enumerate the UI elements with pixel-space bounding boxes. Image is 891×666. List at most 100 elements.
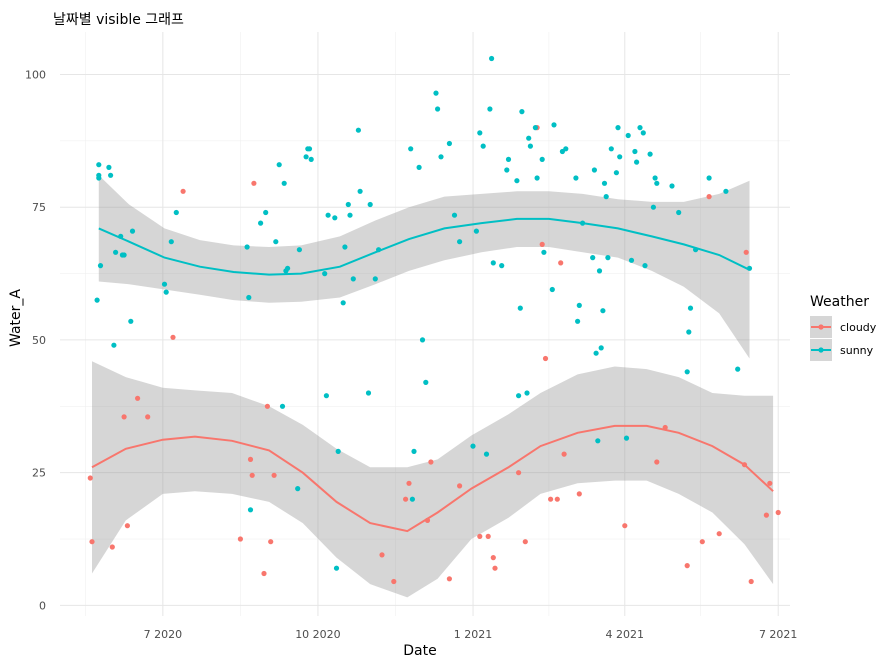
point-sunny [693, 247, 699, 253]
point-sunny [96, 162, 102, 168]
x-tick-label: 4 2021 [606, 628, 645, 641]
point-sunny [473, 228, 479, 234]
point-sunny [687, 305, 694, 311]
point-sunny [517, 305, 523, 311]
point-cloudy [406, 480, 412, 486]
point-sunny [596, 268, 603, 274]
point-cloudy [492, 565, 498, 571]
point-sunny [576, 302, 582, 308]
point-cloudy [446, 576, 452, 582]
chart-title: 날짜별 visible 그래프 [53, 12, 184, 28]
point-sunny [483, 451, 490, 457]
point-sunny [342, 244, 348, 250]
point-sunny [419, 337, 426, 343]
point-sunny [575, 318, 581, 324]
point-cloudy [516, 470, 522, 476]
point-cloudy [767, 480, 773, 486]
point-cloudy [124, 523, 130, 529]
point-cloudy [706, 194, 712, 200]
point-cloudy [237, 536, 243, 542]
point-sunny [325, 212, 331, 218]
point-cloudy [576, 491, 582, 497]
point-sunny [457, 239, 463, 245]
point-sunny [603, 194, 609, 200]
point-cloudy [268, 539, 274, 545]
point-sunny [615, 125, 621, 131]
point-cloudy [264, 403, 270, 409]
point-sunny [113, 249, 119, 255]
legend-title: Weather [810, 294, 869, 310]
x-tick-label: 7 2020 [144, 628, 183, 641]
point-sunny [735, 366, 741, 372]
point-sunny [527, 143, 534, 149]
point-cloudy [145, 414, 151, 420]
point-cloudy [121, 414, 127, 420]
point-sunny [258, 220, 264, 226]
point-sunny [593, 350, 599, 356]
point-sunny [632, 148, 638, 155]
point-sunny [519, 109, 525, 115]
point-sunny [600, 308, 606, 314]
point-sunny [451, 212, 458, 218]
point-sunny [477, 130, 483, 136]
point-cloudy [89, 539, 95, 545]
smooth-line-sunny [98, 217, 750, 276]
point-sunny [617, 154, 623, 160]
x-tick-label: 7 2021 [759, 628, 798, 641]
point-sunny [108, 172, 114, 178]
smooth-line-cloudy [91, 424, 774, 533]
point-sunny [595, 438, 601, 444]
point-sunny [684, 369, 690, 375]
point-sunny [489, 55, 495, 62]
point-cloudy [548, 496, 554, 502]
point-sunny [499, 263, 505, 269]
data-points [87, 55, 781, 585]
x-tick-label: 1 2021 [454, 628, 493, 641]
point-sunny [332, 215, 338, 221]
point-sunny [276, 162, 282, 168]
point-cloudy [271, 472, 277, 478]
point-sunny [487, 106, 493, 112]
point-sunny [376, 247, 382, 253]
point-sunny [106, 164, 112, 170]
point-cloudy [485, 533, 491, 540]
point-cloudy [261, 570, 267, 577]
point-sunny [121, 252, 127, 258]
confidence-bands [92, 175, 774, 598]
point-sunny [532, 125, 539, 131]
point-sunny [372, 276, 378, 282]
point-cloudy [135, 395, 141, 401]
point-sunny [308, 156, 314, 162]
point-sunny [504, 167, 510, 173]
legend-key-point-sunny [818, 347, 824, 353]
x-tick-label: 10 2020 [295, 628, 341, 641]
point-cloudy [662, 424, 668, 431]
point-sunny [470, 443, 476, 449]
point-sunny [408, 146, 414, 152]
point-cloudy [522, 539, 528, 545]
point-sunny [514, 178, 520, 184]
point-cloudy [251, 180, 257, 186]
point-sunny [350, 276, 356, 282]
point-cloudy [684, 563, 690, 569]
point-sunny [623, 435, 630, 441]
point-cloudy [561, 451, 567, 457]
point-sunny [263, 209, 269, 216]
point-sunny [96, 175, 102, 181]
point-sunny [723, 188, 729, 194]
point-sunny [613, 170, 620, 176]
point-cloudy [391, 578, 397, 585]
point-sunny [551, 122, 557, 128]
grid [60, 32, 790, 616]
point-sunny [295, 486, 301, 492]
point-sunny [163, 289, 169, 295]
point-sunny [534, 175, 540, 181]
point-sunny [168, 239, 174, 245]
point-cloudy [457, 483, 463, 489]
point-sunny [526, 135, 532, 141]
point-sunny [746, 265, 753, 271]
x-axis-ticks: 7 2020 10 2020 1 2021 4 2021 7 2021 [144, 628, 798, 641]
point-sunny [640, 130, 646, 136]
point-cloudy [379, 552, 385, 558]
